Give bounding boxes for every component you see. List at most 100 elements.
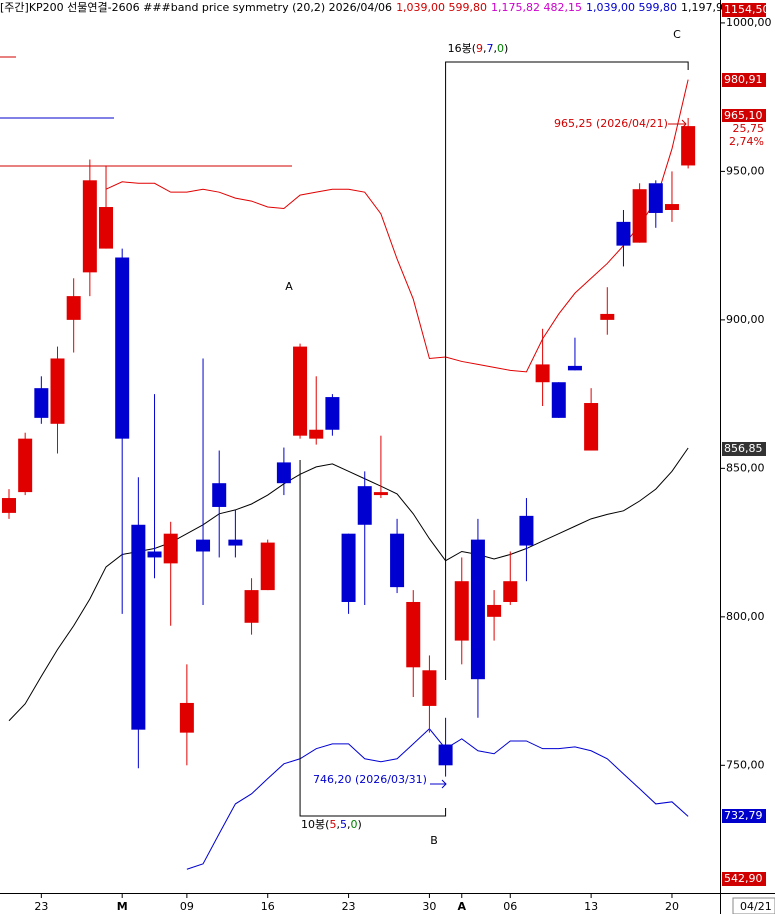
- candle-body: [535, 364, 550, 383]
- price-label: 1154,50: [724, 3, 770, 16]
- candle-body: [276, 462, 291, 484]
- range-label-part: ): [357, 818, 361, 831]
- candle-body: [584, 403, 599, 451]
- candle-body: [503, 581, 518, 602]
- candle-body: [357, 486, 372, 525]
- price-label-box: [722, 3, 766, 17]
- candle-body: [131, 524, 146, 730]
- candle-body: [681, 126, 696, 166]
- annotation-arrow: [668, 119, 687, 129]
- y-tick-label: 750,00: [726, 758, 765, 771]
- annotation: A: [285, 280, 293, 293]
- range-label-part: ,: [347, 818, 351, 831]
- candle-body: [487, 604, 502, 617]
- x-tick-label: 23: [342, 900, 356, 913]
- range-label-part: 7: [487, 42, 494, 55]
- header-segment: 1,039,00 599,80: [586, 1, 677, 14]
- candle-body: [228, 539, 243, 546]
- x-tick-label: 13: [584, 900, 598, 913]
- candle-body: [66, 296, 81, 320]
- x-tick-label: 09: [180, 900, 194, 913]
- annotation: 965,25 (2026/04/21): [554, 117, 668, 130]
- x-tick-label: 30: [422, 900, 436, 913]
- candle-body: [664, 204, 679, 210]
- y-tick-label: 800,00: [726, 610, 765, 623]
- range-box: [445, 61, 689, 680]
- candle-body: [309, 429, 324, 439]
- candle-body: [454, 581, 469, 641]
- candle-body: [260, 542, 275, 591]
- candle-body: [196, 539, 211, 552]
- y-tick-label: 900,00: [726, 313, 765, 326]
- band-line: [186, 728, 689, 870]
- candle-body: [616, 221, 631, 246]
- price-label: 980,91: [724, 73, 763, 86]
- candle-body: [648, 183, 663, 213]
- candle-body: [293, 346, 308, 436]
- price-label: 965,10: [724, 109, 763, 122]
- price-label-box: [722, 73, 766, 87]
- candle-body: [2, 498, 16, 513]
- annotation: C: [673, 28, 681, 41]
- range-label-part: 0: [350, 818, 357, 831]
- candle-body: [632, 189, 647, 243]
- candle-body: [212, 483, 227, 507]
- candle-body: [163, 533, 178, 564]
- range-label-part: 9: [476, 42, 483, 55]
- y-tick-label: 1000,00: [726, 16, 772, 29]
- x-tick-label: A: [458, 900, 467, 913]
- candle-body: [99, 207, 114, 249]
- price-label-box: [722, 872, 766, 886]
- price-label: 25,75: [733, 122, 765, 135]
- candle-body: [34, 388, 49, 418]
- range-label-part: 5: [329, 818, 336, 831]
- candle-body: [147, 551, 162, 558]
- candle-body: [373, 492, 388, 496]
- header-segment: [주간]KP200 선물연결-2606 ###band price symmet…: [0, 1, 392, 14]
- range-label-part: 0: [497, 42, 504, 55]
- annotation: B: [430, 834, 438, 847]
- x-tick-label: 20: [665, 900, 679, 913]
- range-label-part: 5: [340, 818, 347, 831]
- candle-body: [18, 438, 33, 493]
- band-line: [105, 79, 689, 373]
- x-end-label: 04/21: [740, 900, 772, 913]
- range-label-part: ): [504, 42, 508, 55]
- candle-body: [438, 744, 453, 766]
- candle-body: [422, 670, 437, 706]
- header: [주간]KP200 선물연결-2606 ###band price symmet…: [0, 1, 741, 14]
- price-label: 732,79: [724, 809, 763, 822]
- candle-body: [519, 515, 534, 546]
- x-tick-label: 16: [261, 900, 275, 913]
- range-label-part: 16봉(: [448, 42, 476, 55]
- price-label: 542,90: [724, 872, 763, 885]
- range-box: [299, 460, 447, 817]
- candle-body: [244, 590, 259, 623]
- price-label: 2,74%: [729, 135, 764, 148]
- annotation: 746,20 (2026/03/31): [313, 773, 427, 786]
- candle-body: [50, 358, 65, 424]
- candle-body: [341, 533, 356, 602]
- candle-body: [115, 257, 130, 439]
- x-tick-label: 23: [34, 900, 48, 913]
- candle-body: [567, 365, 582, 371]
- price-label-box: [722, 122, 766, 136]
- candle-body: [600, 313, 615, 320]
- range-label-part: 10봉(: [301, 818, 329, 831]
- y-tick-label: 950,00: [726, 164, 765, 177]
- x-end-box: [732, 897, 775, 914]
- header-segment: 1,175,82 482,15: [491, 1, 582, 14]
- range-label: 16봉(9,7,0): [448, 42, 509, 55]
- range-label-part: ,: [483, 42, 487, 55]
- range-label-part: ,: [336, 818, 340, 831]
- candle-body: [470, 539, 485, 680]
- price-label-box: [722, 109, 766, 123]
- header-segment: 1,039,00 599,80: [396, 1, 487, 14]
- candle-body: [551, 382, 566, 418]
- price-label-box: [722, 135, 766, 149]
- candle-body: [179, 702, 194, 733]
- y-tick-label: 850,00: [726, 461, 765, 474]
- annotation-arrow: [430, 779, 447, 789]
